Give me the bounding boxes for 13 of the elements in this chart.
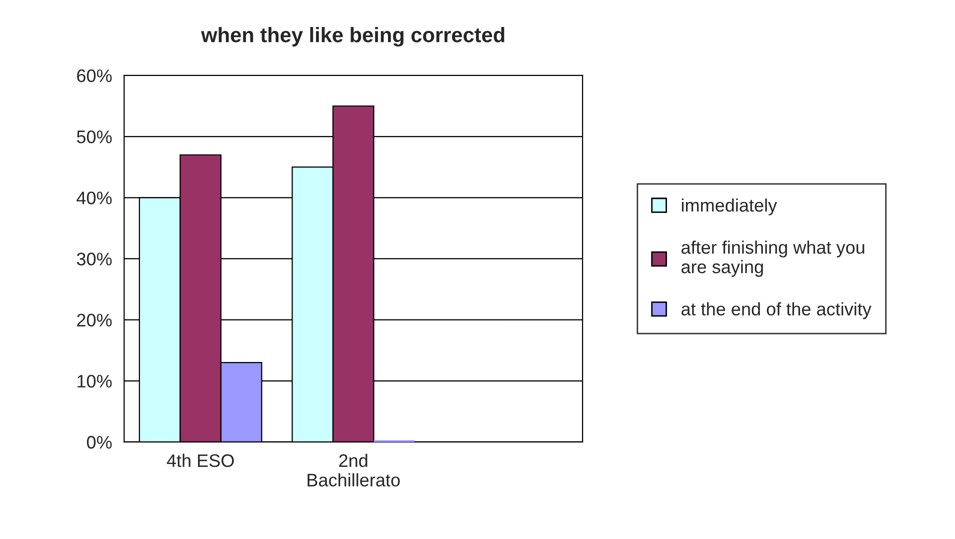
legend-label: after finishing what you are saying xyxy=(682,240,864,277)
legend-label: immediately xyxy=(682,198,778,216)
y-tick-label: 60% xyxy=(77,69,112,82)
y-tick-label: 0% xyxy=(86,436,112,449)
x-tick-label: 2nd Bachillerato xyxy=(308,454,400,486)
y-tick-label: 40% xyxy=(76,192,112,204)
y-tick-label: 50% xyxy=(76,130,112,144)
legend-label: at the end of the activity xyxy=(682,302,872,320)
x-tick-label: 4th ESO xyxy=(166,454,234,468)
y-tick-label: 10% xyxy=(78,374,112,388)
y-tick-label: 30% xyxy=(76,252,112,266)
chart-title: when they like being corrected xyxy=(201,27,504,47)
y-tick-label: 20% xyxy=(77,314,112,327)
